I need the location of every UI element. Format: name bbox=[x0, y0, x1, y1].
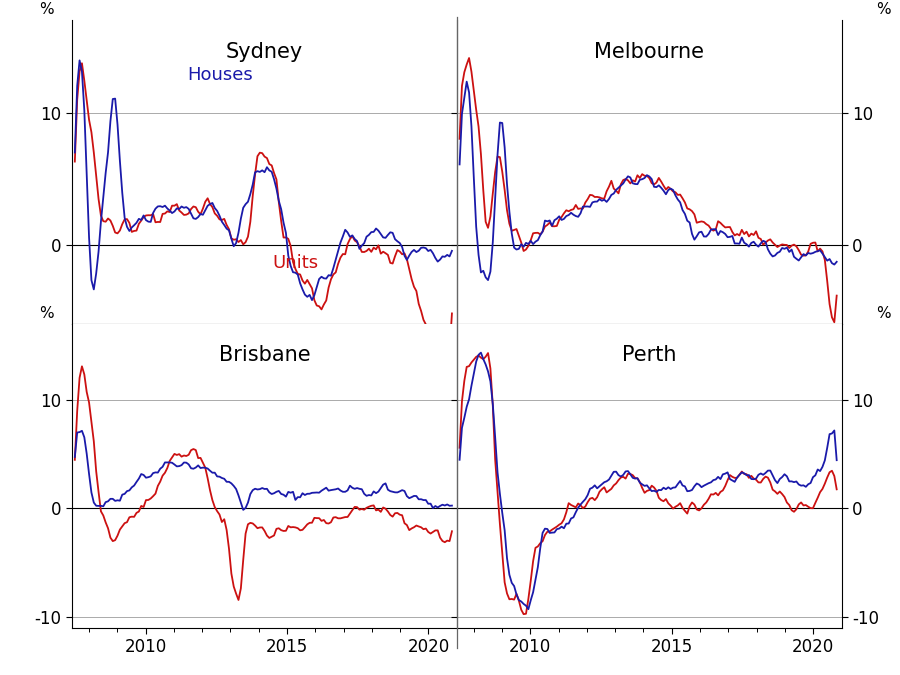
Text: Perth: Perth bbox=[622, 346, 677, 365]
Text: Sydney: Sydney bbox=[226, 42, 303, 61]
Text: Units: Units bbox=[272, 254, 319, 272]
Text: %: % bbox=[40, 306, 54, 321]
Text: %: % bbox=[40, 2, 54, 17]
Text: Brisbane: Brisbane bbox=[219, 346, 310, 365]
Text: %: % bbox=[876, 2, 891, 17]
Text: Houses: Houses bbox=[187, 66, 253, 84]
Text: Melbourne: Melbourne bbox=[594, 42, 704, 61]
Text: %: % bbox=[876, 306, 891, 321]
